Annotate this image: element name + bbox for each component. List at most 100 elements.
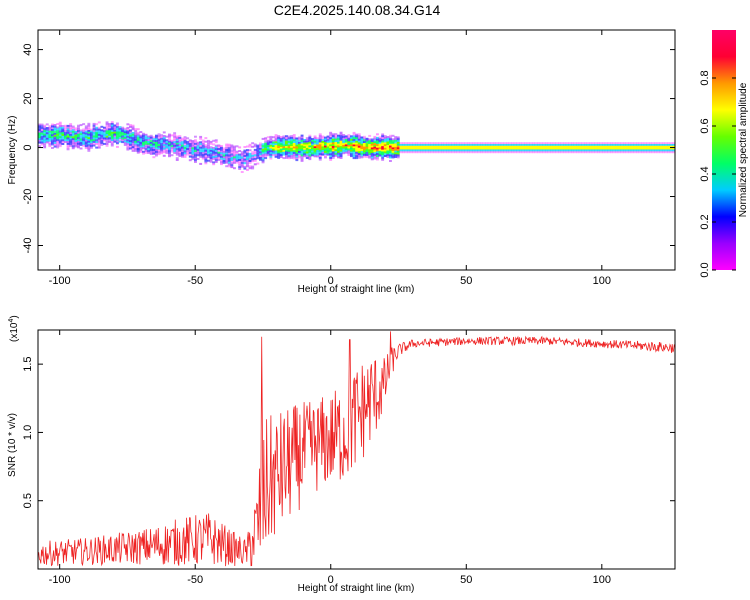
heatmap-cell <box>547 142 551 145</box>
heatmap-cell <box>615 147 619 150</box>
heatmap-cell <box>212 157 216 160</box>
heatmap-cell <box>422 151 426 154</box>
heatmap-cell <box>259 158 262 161</box>
heatmap-cell <box>181 143 184 145</box>
heatmap-cell <box>430 144 434 146</box>
heatmap-cell <box>326 153 330 156</box>
heatmap-cell <box>90 135 93 138</box>
heatmap-cell <box>493 142 496 145</box>
heatmap-cell <box>604 142 608 145</box>
heatmap-cell <box>56 123 60 125</box>
heatmap-cell <box>199 148 203 151</box>
heatmap-cell <box>474 145 478 148</box>
heatmap-cell <box>303 144 307 147</box>
heatmap-cell <box>230 151 234 154</box>
heatmap-cell <box>162 147 166 150</box>
heatmap-cell <box>134 144 138 147</box>
heatmap-cell <box>560 149 564 152</box>
heatmap-cell <box>181 137 184 140</box>
heatmap-cell <box>391 152 395 155</box>
heatmap-cell <box>82 130 86 133</box>
heatmap-cell <box>160 136 164 138</box>
heatmap-cell <box>513 151 517 154</box>
heatmap-cell <box>389 142 392 144</box>
heatmap-cell <box>149 140 153 143</box>
heatmap-cell <box>61 135 65 138</box>
heatmap-cell <box>672 144 676 146</box>
heatmap-cell <box>331 153 335 156</box>
heatmap-cell <box>256 146 260 149</box>
heatmap-cell <box>467 144 470 146</box>
heatmap-cell <box>225 149 229 151</box>
heatmap-cell <box>173 141 177 144</box>
heatmap-cell <box>108 130 112 133</box>
heatmap-cell <box>300 150 304 153</box>
heatmap-cell <box>285 142 288 145</box>
heatmap-cell <box>116 127 119 130</box>
heatmap-cell <box>389 152 392 155</box>
heatmap-cell <box>264 153 268 156</box>
heatmap-cell <box>105 141 109 144</box>
heatmap-cell <box>77 140 80 143</box>
heatmap-cell <box>261 146 265 149</box>
heatmap-cell <box>227 152 231 155</box>
heatmap-cell <box>118 135 122 138</box>
heatmap-cell <box>51 138 54 140</box>
heatmap-cell <box>207 150 210 153</box>
heatmap-cell <box>363 141 366 144</box>
heatmap-cell <box>399 142 403 145</box>
heatmap-cell <box>147 151 151 154</box>
heatmap-cell <box>308 150 312 153</box>
heatmap-cell <box>53 127 57 130</box>
heatmap-cell <box>324 138 327 141</box>
heatmap-cell <box>56 141 60 143</box>
heatmap-cell <box>165 150 169 153</box>
colorbar-gradient <box>712 30 736 270</box>
heatmap-cell <box>368 145 372 148</box>
heatmap-cell <box>651 151 655 154</box>
heatmap-cell <box>298 152 301 155</box>
heatmap-cell <box>178 154 182 157</box>
heatmap-cell <box>363 152 366 154</box>
heatmap-cell <box>646 144 650 146</box>
heatmap-cell <box>71 129 75 132</box>
heatmap-cell <box>391 140 395 143</box>
heatmap-cell <box>139 131 143 134</box>
heatmap-cell <box>331 138 335 141</box>
heatmap-cell <box>305 151 309 154</box>
heatmap-cell <box>66 132 70 135</box>
heatmap-cell <box>178 151 182 154</box>
heatmap-cell <box>456 145 460 148</box>
heatmap-cell <box>672 149 676 152</box>
heatmap-cell <box>97 139 101 142</box>
heatmap-cell <box>581 144 585 146</box>
heatmap-cell <box>630 142 634 145</box>
heatmap-cell <box>394 156 398 158</box>
heatmap-cell <box>420 151 424 154</box>
heatmap-cell <box>443 145 447 148</box>
heatmap-cell <box>365 148 369 151</box>
heatmap-cell <box>220 161 223 164</box>
heatmap-cell <box>105 125 109 127</box>
heatmap-cell <box>87 126 91 129</box>
heatmap-cell <box>149 136 153 139</box>
heatmap-cell <box>204 149 208 152</box>
heatmap-cell <box>485 149 489 152</box>
heatmap-cell <box>350 142 353 145</box>
heatmap-cell <box>87 144 91 147</box>
heatmap-cell <box>646 151 650 154</box>
heatmap-cell <box>64 133 67 136</box>
heatmap-cell <box>97 144 101 147</box>
heatmap-cell <box>48 139 52 142</box>
heatmap-cell <box>214 153 218 156</box>
heatmap-cell <box>586 144 590 146</box>
heatmap-cell <box>196 141 200 144</box>
heatmap-cell <box>204 153 208 156</box>
heatmap-cell <box>365 143 369 146</box>
heatmap-cell <box>300 156 304 159</box>
heatmap-cell <box>292 139 296 142</box>
heatmap-cell <box>441 142 444 145</box>
heatmap-cell <box>422 145 426 148</box>
heatmap-cell <box>100 143 104 146</box>
heatmap-cell <box>454 142 457 145</box>
